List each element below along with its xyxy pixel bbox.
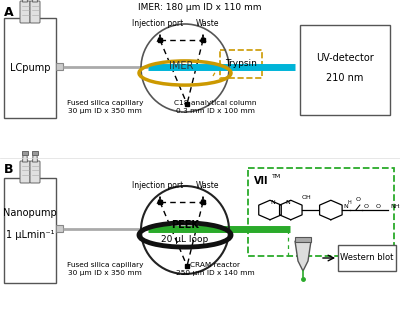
Bar bbox=[22, 151, 28, 155]
Text: PEEK: PEEK bbox=[171, 220, 199, 230]
Polygon shape bbox=[32, 155, 38, 162]
Text: 30 μm ID x 350 mm: 30 μm ID x 350 mm bbox=[68, 108, 142, 114]
FancyBboxPatch shape bbox=[20, 161, 30, 183]
Polygon shape bbox=[295, 241, 311, 271]
Text: NH₂: NH₂ bbox=[390, 204, 400, 209]
Polygon shape bbox=[22, 155, 28, 162]
Polygon shape bbox=[22, 0, 28, 2]
Bar bbox=[300, 25, 390, 115]
FancyBboxPatch shape bbox=[20, 1, 30, 23]
Text: 250 μm ID x 140 mm: 250 μm ID x 140 mm bbox=[176, 270, 254, 276]
Text: O: O bbox=[364, 204, 368, 209]
Text: Waste: Waste bbox=[195, 181, 219, 190]
FancyBboxPatch shape bbox=[30, 1, 40, 23]
Text: Trypsin: Trypsin bbox=[225, 60, 257, 68]
Text: Fused silica capillary: Fused silica capillary bbox=[67, 100, 143, 106]
Text: Injection port: Injection port bbox=[132, 19, 184, 28]
Text: OH: OH bbox=[302, 195, 312, 200]
Text: O: O bbox=[356, 197, 360, 202]
Text: 20 μL loop: 20 μL loop bbox=[161, 236, 209, 244]
Text: Fused silica capillary: Fused silica capillary bbox=[67, 262, 143, 268]
Bar bbox=[56, 63, 63, 70]
Polygon shape bbox=[32, 0, 38, 2]
Text: C18 analytical column: C18 analytical column bbox=[174, 100, 256, 106]
Text: A: A bbox=[4, 6, 14, 19]
Text: CRAM reactor: CRAM reactor bbox=[190, 262, 240, 268]
FancyBboxPatch shape bbox=[30, 161, 40, 183]
Text: N: N bbox=[271, 199, 275, 204]
Text: 210 nm: 210 nm bbox=[326, 73, 364, 83]
Text: B: B bbox=[4, 163, 14, 176]
Bar bbox=[4, 18, 56, 118]
Text: 30 μm ID x 350 mm: 30 μm ID x 350 mm bbox=[68, 270, 142, 276]
Text: LCpump: LCpump bbox=[10, 63, 50, 73]
Bar bbox=[32, 151, 38, 155]
Text: IMER: IMER bbox=[169, 61, 193, 71]
Bar bbox=[56, 225, 63, 232]
Text: 0.3 mm ID x 100 mm: 0.3 mm ID x 100 mm bbox=[176, 108, 254, 114]
Text: UV-detector: UV-detector bbox=[316, 53, 374, 63]
Text: TM: TM bbox=[272, 174, 281, 179]
Text: N: N bbox=[344, 204, 348, 209]
Text: 1 μLmin⁻¹: 1 μLmin⁻¹ bbox=[6, 230, 54, 240]
Bar bbox=[248, 168, 394, 256]
Text: O: O bbox=[376, 204, 380, 209]
Text: H: H bbox=[347, 200, 351, 205]
Bar bbox=[338, 245, 396, 271]
Text: Waste: Waste bbox=[195, 19, 219, 28]
Text: Injection port: Injection port bbox=[132, 181, 184, 190]
Text: VII: VII bbox=[254, 176, 268, 186]
Bar bbox=[220, 50, 262, 78]
Text: Nanopump: Nanopump bbox=[3, 208, 57, 218]
Bar bbox=[4, 178, 56, 283]
Text: IMER: 180 μm ID x 110 mm: IMER: 180 μm ID x 110 mm bbox=[138, 3, 262, 12]
Text: N: N bbox=[286, 199, 290, 204]
Text: Western blot: Western blot bbox=[340, 253, 394, 262]
Bar bbox=[295, 237, 311, 242]
